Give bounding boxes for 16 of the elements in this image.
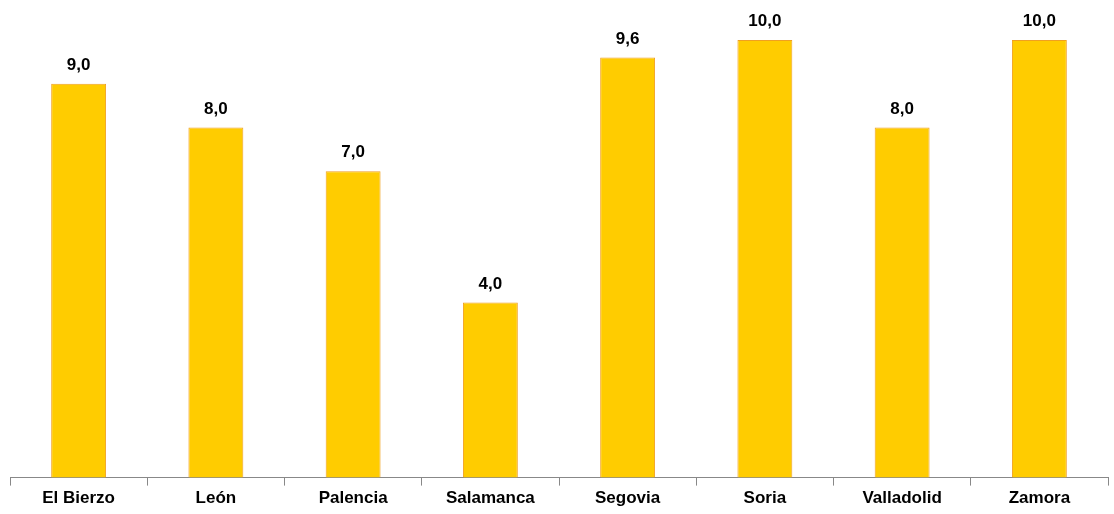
data-label: 8,0	[890, 98, 914, 118]
x-tick-label: Segovia	[595, 488, 661, 508]
data-label: 4,0	[478, 273, 503, 293]
x-tick-label: Salamanca	[445, 488, 536, 508]
x-tick-label: Palencia	[318, 488, 389, 508]
data-label: 9,6	[615, 28, 640, 48]
x-tick-label: Zamora	[1008, 488, 1071, 508]
data-label: 10,0	[1022, 11, 1056, 31]
data-label: 10,0	[748, 11, 782, 31]
data-label: 9,0	[66, 54, 91, 74]
data-label: 7,0	[341, 142, 365, 162]
x-tick-label: Valladolid	[862, 488, 942, 508]
data-label: 8,0	[204, 98, 228, 118]
x-tick-label: León	[195, 488, 237, 508]
x-tick-label: El Bierzo	[42, 488, 115, 508]
x-tick-label: Soria	[743, 488, 787, 508]
